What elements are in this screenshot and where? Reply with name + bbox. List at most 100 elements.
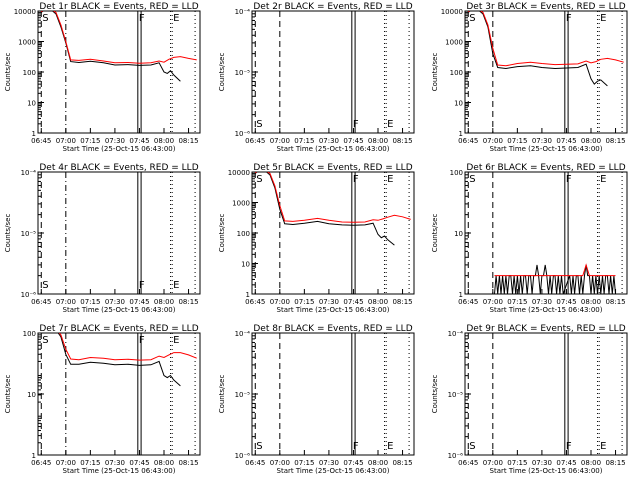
x-tick-label: 08:15	[605, 137, 625, 145]
y-axis-label: Counts/sec	[218, 375, 226, 414]
detector-panel: Det 7r BLACK = Events, RED = LLD 1 10 100 Co…	[4, 324, 201, 475]
x-tick-label: 07:00	[270, 459, 290, 467]
panel-title: Det 8r BLACK = Events, RED = LLD	[253, 324, 412, 334]
x-tick-label: 07:30	[532, 137, 552, 145]
panel-title: Det 9r BLACK = Events, RED = LLD	[466, 324, 625, 334]
time-marker-label: E	[173, 280, 179, 291]
time-marker-label: S	[469, 174, 475, 185]
x-tick-label: 07:45	[556, 137, 576, 145]
x-tick-label: 06:45	[31, 298, 51, 306]
x-tick-label: 07:45	[129, 459, 149, 467]
x-axis-label: Start Time (25-Oct-15 06:43:00)	[63, 467, 176, 475]
x-tick-label: 08:15	[392, 459, 412, 467]
y-tick-label: 10⁻⁵	[448, 391, 464, 399]
y-tick-label: 1	[459, 291, 463, 299]
y-tick-label: 10⁻⁴	[448, 330, 464, 338]
x-tick-label: 08:00	[368, 298, 388, 306]
y-tick-label: 10	[27, 100, 36, 108]
y-tick-label: 10⁻⁴	[235, 330, 251, 338]
x-axis-label: Start Time (25-Oct-15 06:43:00)	[490, 467, 603, 475]
y-tick-label: 1000	[18, 39, 36, 47]
y-tick-label: 10⁻⁶	[235, 130, 251, 138]
detector-panel: Det 4r BLACK = Events, RED = LLD 10⁻⁶ 10⁻⁵…	[4, 163, 201, 314]
x-tick-label: 06:45	[245, 298, 265, 306]
panel-title: Det 1r BLACK = Events, RED = LLD	[39, 2, 198, 12]
x-tick-label: 08:00	[581, 137, 601, 145]
x-axis-label: Start Time (25-Oct-15 06:43:00)	[63, 306, 176, 314]
x-tick-label: 07:45	[556, 298, 576, 306]
y-axis-label: Counts/sec	[4, 214, 12, 253]
y-tick-label: 10⁻⁵	[235, 69, 251, 77]
x-tick-label: 07:30	[319, 459, 339, 467]
x-tick-label: 07:00	[56, 298, 76, 306]
time-marker-label: S	[256, 174, 262, 185]
time-marker-label: E	[600, 441, 606, 452]
x-axis-label: Start Time (25-Oct-15 06:43:00)	[490, 145, 603, 153]
x-tick-label: 07:45	[129, 137, 149, 145]
time-marker-label: F	[139, 280, 145, 291]
x-tick-label: 07:00	[56, 137, 76, 145]
x-tick-label: 08:00	[581, 298, 601, 306]
panel-title: Det 2r BLACK = Events, RED = LLD	[253, 2, 412, 12]
x-tick-label: 06:45	[31, 137, 51, 145]
y-tick-label: 10	[241, 261, 250, 269]
y-tick-label: 10⁻⁶	[448, 452, 464, 460]
y-tick-label: 10000	[14, 8, 36, 16]
detector-panel: Det 2r BLACK = Events, RED = LLD 10⁻⁶ 10⁻⁵…	[218, 2, 415, 153]
x-tick-label: 08:15	[178, 459, 198, 467]
detector-panel: Det 3r BLACK = Events, RED = LLD 1 10 100 10…	[431, 2, 628, 153]
events-series-line	[254, 172, 395, 246]
y-axis-label: Counts/sec	[431, 53, 439, 92]
y-tick-label: 1	[246, 291, 250, 299]
time-marker-label: E	[173, 13, 179, 24]
x-tick-label: 06:45	[245, 137, 265, 145]
x-tick-label: 07:00	[56, 459, 76, 467]
x-tick-label: 07:45	[343, 137, 363, 145]
plot-frame	[37, 332, 201, 456]
time-marker-label: S	[42, 280, 48, 291]
x-tick-label: 07:15	[507, 298, 527, 306]
y-tick-label: 1000	[445, 39, 463, 47]
y-tick-label: 10000	[441, 8, 463, 16]
lld-series-line	[58, 333, 197, 361]
y-tick-label: 10⁻⁵	[235, 391, 251, 399]
x-tick-label: 08:15	[392, 298, 412, 306]
x-tick-label: 07:15	[294, 137, 314, 145]
y-tick-label: 1	[32, 452, 36, 460]
x-tick-label: 07:45	[343, 459, 363, 467]
x-tick-label: 07:00	[483, 137, 503, 145]
x-axis-label: Start Time (25-Oct-15 06:43:00)	[277, 467, 390, 475]
plot-frame	[251, 10, 415, 134]
x-tick-label: 06:45	[31, 459, 51, 467]
panel-title: Det 3r BLACK = Events, RED = LLD	[466, 2, 625, 12]
x-tick-label: 07:45	[129, 298, 149, 306]
y-tick-label: 1000	[232, 200, 250, 208]
x-tick-label: 08:00	[154, 459, 174, 467]
x-tick-label: 07:00	[270, 137, 290, 145]
x-tick-label: 07:30	[532, 298, 552, 306]
y-tick-label: 10⁻⁴	[235, 8, 251, 16]
x-tick-label: 07:30	[105, 298, 125, 306]
plot-frame	[37, 171, 201, 295]
time-marker-label: S	[256, 441, 262, 452]
y-tick-label: 100	[23, 69, 36, 77]
y-tick-label: 100	[23, 330, 36, 338]
time-marker-label: E	[600, 13, 606, 24]
panel-title: Det 4r BLACK = Events, RED = LLD	[39, 163, 198, 173]
x-axis-label: Start Time (25-Oct-15 06:43:00)	[277, 306, 390, 314]
panel-title: Det 6r BLACK = Events, RED = LLD	[466, 163, 625, 173]
time-marker-label: E	[600, 174, 606, 185]
x-tick-label: 07:45	[343, 298, 363, 306]
time-marker-label: F	[353, 174, 359, 185]
x-tick-label: 06:45	[458, 459, 478, 467]
time-marker-label: F	[353, 119, 359, 130]
y-tick-label: 10	[454, 100, 463, 108]
y-tick-label: 10	[27, 391, 36, 399]
y-axis-label: Counts/sec	[4, 375, 12, 414]
x-tick-label: 07:15	[80, 298, 100, 306]
x-tick-label: 08:15	[178, 298, 198, 306]
y-tick-label: 1	[32, 130, 36, 138]
time-marker-label: E	[173, 335, 179, 346]
x-axis-label: Start Time (25-Oct-15 06:43:00)	[63, 145, 176, 153]
